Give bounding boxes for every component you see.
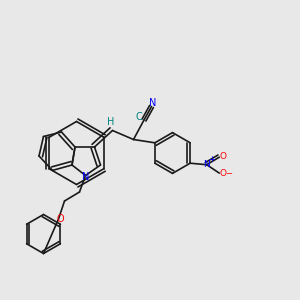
Text: N: N — [82, 172, 89, 182]
Text: H: H — [107, 117, 115, 127]
Text: O: O — [56, 214, 64, 224]
Text: −: − — [225, 169, 232, 178]
Text: +: + — [208, 155, 215, 164]
Text: O: O — [219, 152, 226, 161]
Text: N: N — [203, 160, 210, 169]
Text: O: O — [219, 169, 226, 178]
Text: N: N — [149, 98, 157, 108]
Text: C: C — [135, 112, 142, 122]
